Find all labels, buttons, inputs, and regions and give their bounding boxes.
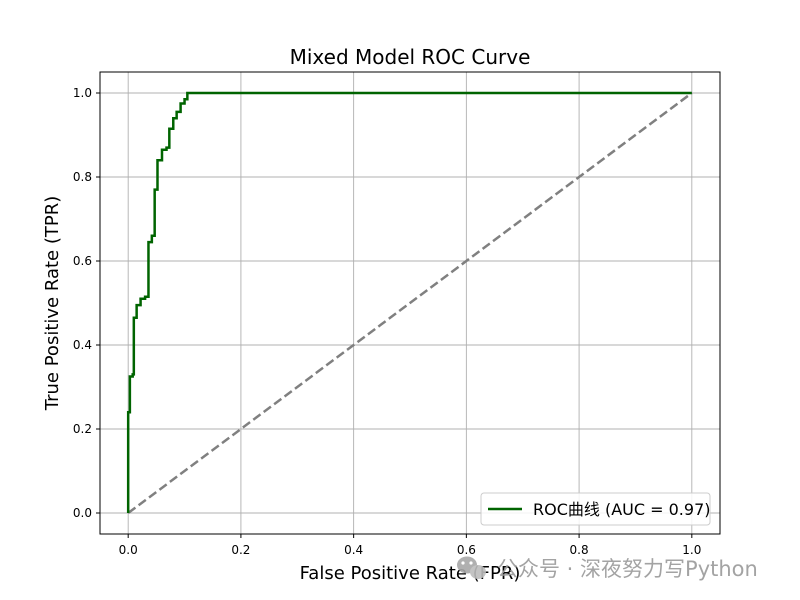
- x-tick-label: 1.0: [682, 543, 701, 557]
- x-axis-title: False Positive Rate (FPR): [300, 563, 521, 584]
- x-tick-label: 0.6: [457, 543, 476, 557]
- watermark: 公众号 · 深夜努力写Python: [457, 556, 758, 581]
- diagonal-reference-line: [127, 91, 693, 515]
- x-tick-label: 0.4: [344, 543, 363, 557]
- wechat-icon: [457, 556, 486, 579]
- watermark-text: 公众号 · 深夜努力写Python: [497, 557, 758, 581]
- y-axis-title: True Positive Rate (TPR): [42, 196, 63, 411]
- plot-frame: [99, 71, 721, 535]
- y-tick-label: 0.2: [73, 422, 92, 436]
- grid: [100, 72, 720, 534]
- chart-title: Mixed Model ROC Curve: [290, 45, 531, 69]
- legend-box: [480, 492, 711, 526]
- legend-label: ROC曲线 (AUC = 0.97): [533, 500, 711, 519]
- roc-curve-line: [126, 91, 692, 513]
- x-tick-label: 0.8: [570, 543, 589, 557]
- plot-series: [126, 91, 693, 515]
- y-tick-label: 0.4: [73, 338, 92, 352]
- legend: ROC曲线 (AUC = 0.97): [480, 492, 711, 526]
- y-tick-label: 1.0: [73, 86, 92, 100]
- axis-ticks: 0.0 0.2 0.4 0.6 0.8 1.0 0.0 0.2 0.4 0.6 0.8 1.0: [73, 86, 701, 557]
- y-tick-label: 0.8: [73, 170, 92, 184]
- y-tick-label: 0.6: [73, 254, 92, 268]
- x-tick-label: 0.2: [231, 543, 250, 557]
- x-tick-label: 0.0: [119, 543, 138, 557]
- y-tick-label: 0.0: [73, 506, 92, 520]
